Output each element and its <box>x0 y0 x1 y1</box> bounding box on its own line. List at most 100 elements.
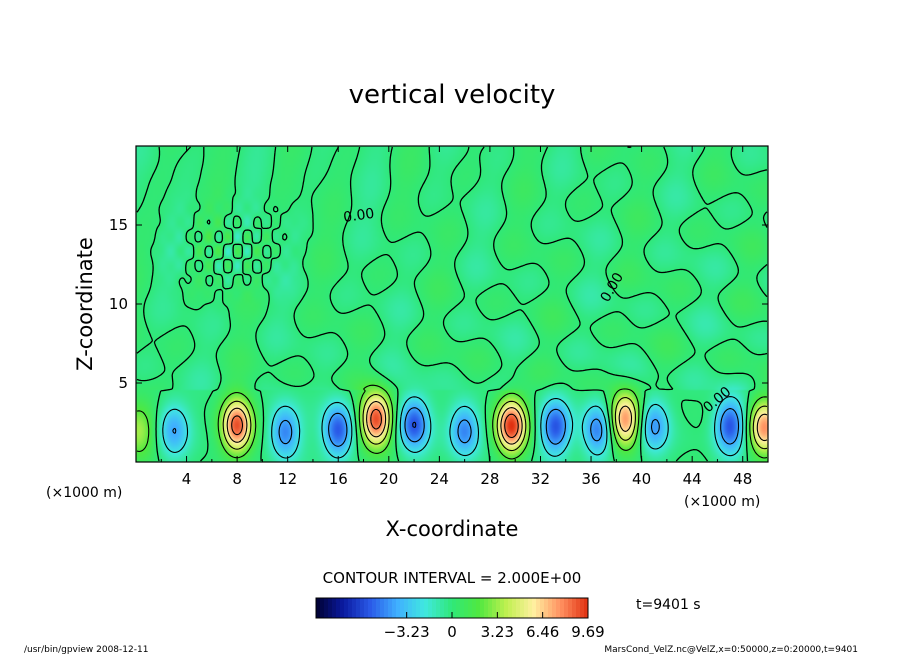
colorbar-tick-label: 3.23 <box>481 623 514 641</box>
colorbar-cell <box>536 598 541 618</box>
colorbar-cell <box>508 598 513 618</box>
colorbar-cell <box>544 598 549 618</box>
colorbar-cell <box>428 598 433 618</box>
colorbar-cell <box>480 598 485 618</box>
x-tick-label-24: 24 <box>430 470 449 488</box>
colorbar-cell <box>472 598 477 618</box>
x-tick-label-48: 48 <box>733 470 752 488</box>
colorbar-cell <box>572 598 577 618</box>
colorbar-cell <box>456 598 461 618</box>
colorbar-cell <box>424 598 429 618</box>
footer-right: MarsCond_VelZ.nc@VelZ,x=0:50000,z=0:2000… <box>604 645 858 654</box>
colorbar-cell <box>328 598 333 618</box>
x-tick-label-28: 28 <box>480 470 499 488</box>
x-tick-label-44: 44 <box>683 470 702 488</box>
colorbar-cell <box>440 598 445 618</box>
colorbar-cell <box>460 598 465 618</box>
colorbar-cell <box>336 598 341 618</box>
colorbar-cell <box>360 598 365 618</box>
colorbar-cell <box>496 598 501 618</box>
colorbar-cell <box>464 598 469 618</box>
colorbar-ticks: −3.23 0 3.23 6.46 9.69 <box>384 612 605 641</box>
contour-level--4 <box>172 407 740 447</box>
colorbar-cell <box>444 598 449 618</box>
x-tick-label-40: 40 <box>632 470 651 488</box>
contour-label-1: 0.00 <box>342 206 375 226</box>
colorbar-cell <box>492 598 497 618</box>
colorbar-cell <box>436 598 441 618</box>
contour-level-0 <box>136 146 768 462</box>
colorbar-cell <box>352 598 357 618</box>
colorbar-cell <box>548 598 553 618</box>
colorbar-cell <box>540 598 545 618</box>
colorbar-cell <box>524 598 529 618</box>
y-tick-label-15: 15 <box>109 216 128 234</box>
colorbar-cell <box>552 598 557 618</box>
colorbar-tick-label: 6.46 <box>526 623 559 641</box>
x-unit-left: (×1000 m) <box>46 485 122 501</box>
colorbar-cells <box>316 598 589 618</box>
colorbar-cell <box>568 598 573 618</box>
colorbar-cell <box>396 598 401 618</box>
colorbar-cell <box>512 598 517 618</box>
contour-level-6 <box>226 401 768 445</box>
colorbar-cell <box>380 598 385 618</box>
colorbar-cell <box>348 598 353 618</box>
colorbar-cell <box>356 598 361 618</box>
colorbar-cell <box>416 598 421 618</box>
colorbar-cell <box>344 598 349 618</box>
colorbar-tick-label: −3.23 <box>384 623 430 641</box>
x-axis-label: X-coordinate <box>386 517 519 541</box>
colorbar-cell <box>448 598 453 618</box>
colorbar: −3.23 0 3.23 6.46 9.69 <box>315 597 605 641</box>
x-tick-label-32: 32 <box>531 470 550 488</box>
x-tick-label-8: 8 <box>232 470 242 488</box>
colorbar-cell <box>556 598 561 618</box>
colorbar-cell <box>560 598 565 618</box>
x-tick-label-4: 4 <box>182 470 192 488</box>
contour-level-2 <box>136 384 768 460</box>
colorbar-cell <box>500 598 505 618</box>
time-label: t=9401 s <box>636 597 701 613</box>
x-tick-label-16: 16 <box>329 470 348 488</box>
x-unit-right: (×1000 m) <box>684 494 760 510</box>
colorbar-cell <box>576 598 581 618</box>
x-tick-label-36: 36 <box>581 470 600 488</box>
x-tick-label-12: 12 <box>278 470 297 488</box>
colorbar-cell <box>388 598 393 618</box>
colorbar-cell <box>392 598 397 618</box>
colorbar-cell <box>528 598 533 618</box>
colorbar-cell <box>420 598 425 618</box>
colorbar-cell <box>408 598 413 618</box>
colorbar-cell <box>432 598 437 618</box>
colorbar-cell <box>452 598 457 618</box>
contour-level--2 <box>162 396 744 459</box>
colorbar-cell <box>376 598 381 618</box>
contour-level-4 <box>222 393 768 452</box>
colorbar-cell <box>516 598 521 618</box>
contour-lines <box>136 146 768 462</box>
colorbar-tick-label: 0 <box>447 623 457 641</box>
colorbar-cell <box>504 598 509 618</box>
colorbar-cell <box>476 598 481 618</box>
colorbar-cell <box>372 598 377 618</box>
contour-level--6 <box>412 421 417 429</box>
colorbar-cell <box>564 598 569 618</box>
colorbar-cell <box>580 598 585 618</box>
footer-left: /usr/bin/gpview 2008-12-11 <box>24 645 148 654</box>
chart-title: vertical velocity <box>349 80 556 110</box>
contour-interval: CONTOUR INTERVAL = 2.000E+00 <box>323 569 582 587</box>
colorbar-cell <box>532 598 537 618</box>
x-tick-label-20: 20 <box>379 470 398 488</box>
colorbar-cell <box>340 598 345 618</box>
colorbar-cell <box>484 598 489 618</box>
colorbar-cell <box>400 598 405 618</box>
colorbar-cell <box>412 598 417 618</box>
colorbar-cell <box>468 598 473 618</box>
y-tick-label-10: 10 <box>109 295 128 313</box>
colorbar-tick-label: 9.69 <box>571 623 604 641</box>
colorbar-cell <box>364 598 369 618</box>
colorbar-cell <box>324 598 329 618</box>
